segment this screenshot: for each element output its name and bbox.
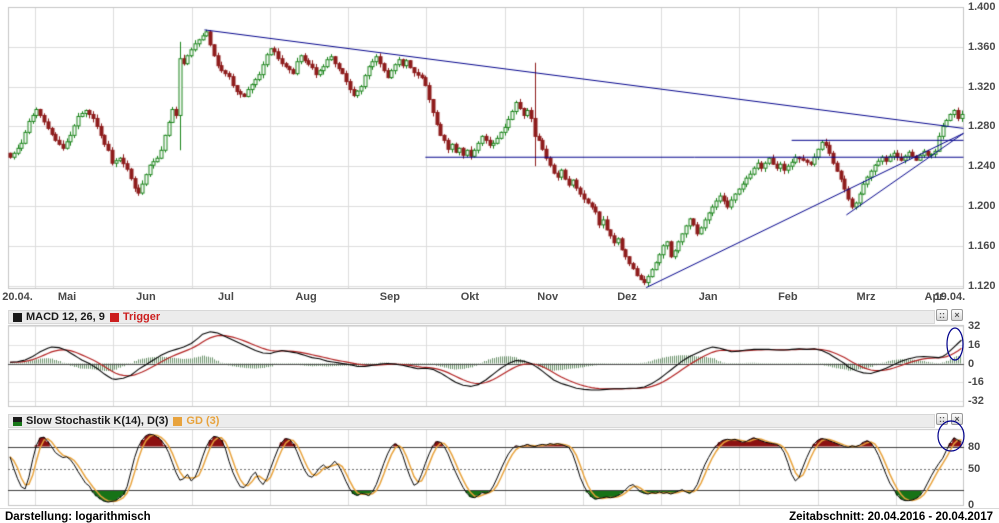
- stoch-panel-header: Slow Stochastik K(14), D(3) GD (3): [8, 414, 935, 428]
- trigger-legend-swatch: [109, 312, 119, 322]
- x-axis-tick: Dez: [617, 291, 637, 303]
- x-axis-tick: Jun: [136, 291, 156, 303]
- macd-legend-swatch: [13, 312, 22, 322]
- display-mode-label: Darstellung: logarithmisch: [5, 511, 151, 523]
- price-tick: 1.200: [968, 200, 996, 212]
- time-range-label: Zeitabschnitt: 20.04.2016 - 20.04.2017: [789, 511, 993, 523]
- status-bar: Darstellung: logarithmisch Zeitabschnitt…: [0, 508, 999, 523]
- x-axis-tick: Mai: [57, 291, 77, 303]
- macd-close-button[interactable]: ×: [951, 309, 963, 321]
- x-axis-tick: Apr: [924, 291, 944, 303]
- macd-panel-header: MACD 12, 26, 9 Trigger: [8, 310, 935, 324]
- macd-tick: 0: [968, 357, 975, 370]
- stoch-settings-button[interactable]: ::: [936, 413, 948, 425]
- macd-tick: -32: [968, 395, 984, 408]
- gd-legend: GD (3): [173, 415, 219, 427]
- gd-legend-label: GD (3): [186, 415, 220, 427]
- price-tick: 1.160: [968, 239, 996, 252]
- x-axis-tick: Jan: [698, 291, 718, 303]
- stoch-legend: Slow Stochastik K(14), D(3): [13, 415, 168, 427]
- x-axis-tick: Feb: [778, 291, 798, 303]
- x-axis-tick: Mrz: [856, 291, 876, 303]
- price-tick: 1.400: [968, 1, 996, 13]
- macd-settings-button[interactable]: ::: [936, 309, 948, 321]
- macd-tick: -16: [968, 376, 984, 389]
- price-tick: 1.120: [968, 279, 996, 292]
- price-tick: 1.240: [968, 160, 996, 173]
- price-tick: 1.280: [968, 120, 996, 133]
- gd-legend-swatch: [173, 416, 183, 426]
- stoch-legend-swatch: [13, 416, 22, 426]
- x-axis-tick: Sep: [379, 291, 400, 303]
- stoch-tick: 0: [968, 499, 975, 511]
- macd-tick: 32: [968, 319, 981, 332]
- x-axis-tick: Jul: [218, 291, 234, 303]
- price-tick: 1.320: [968, 80, 996, 93]
- x-axis-tick: Nov: [537, 291, 559, 303]
- x-axis-tick: Okt: [460, 291, 480, 303]
- x-axis-tick: 19.04.: [934, 291, 966, 303]
- stoch-legend-label: Slow Stochastik K(14), D(3): [26, 415, 169, 427]
- trigger-legend-label: Trigger: [122, 311, 161, 323]
- stoch-close-button[interactable]: ×: [951, 413, 963, 425]
- price-tick: 1.360: [968, 40, 996, 53]
- stoch-tick: 50: [968, 462, 981, 475]
- trigger-legend: Trigger: [109, 311, 161, 323]
- macd-legend: MACD 12, 26, 9: [13, 311, 105, 323]
- x-axis-tick: Aug: [295, 291, 317, 303]
- macd-legend-label: MACD 12, 26, 9: [26, 311, 105, 323]
- macd-tick: 16: [968, 338, 981, 351]
- x-axis-tick: 20.04.: [2, 291, 33, 303]
- stoch-tick: 80: [968, 440, 981, 453]
